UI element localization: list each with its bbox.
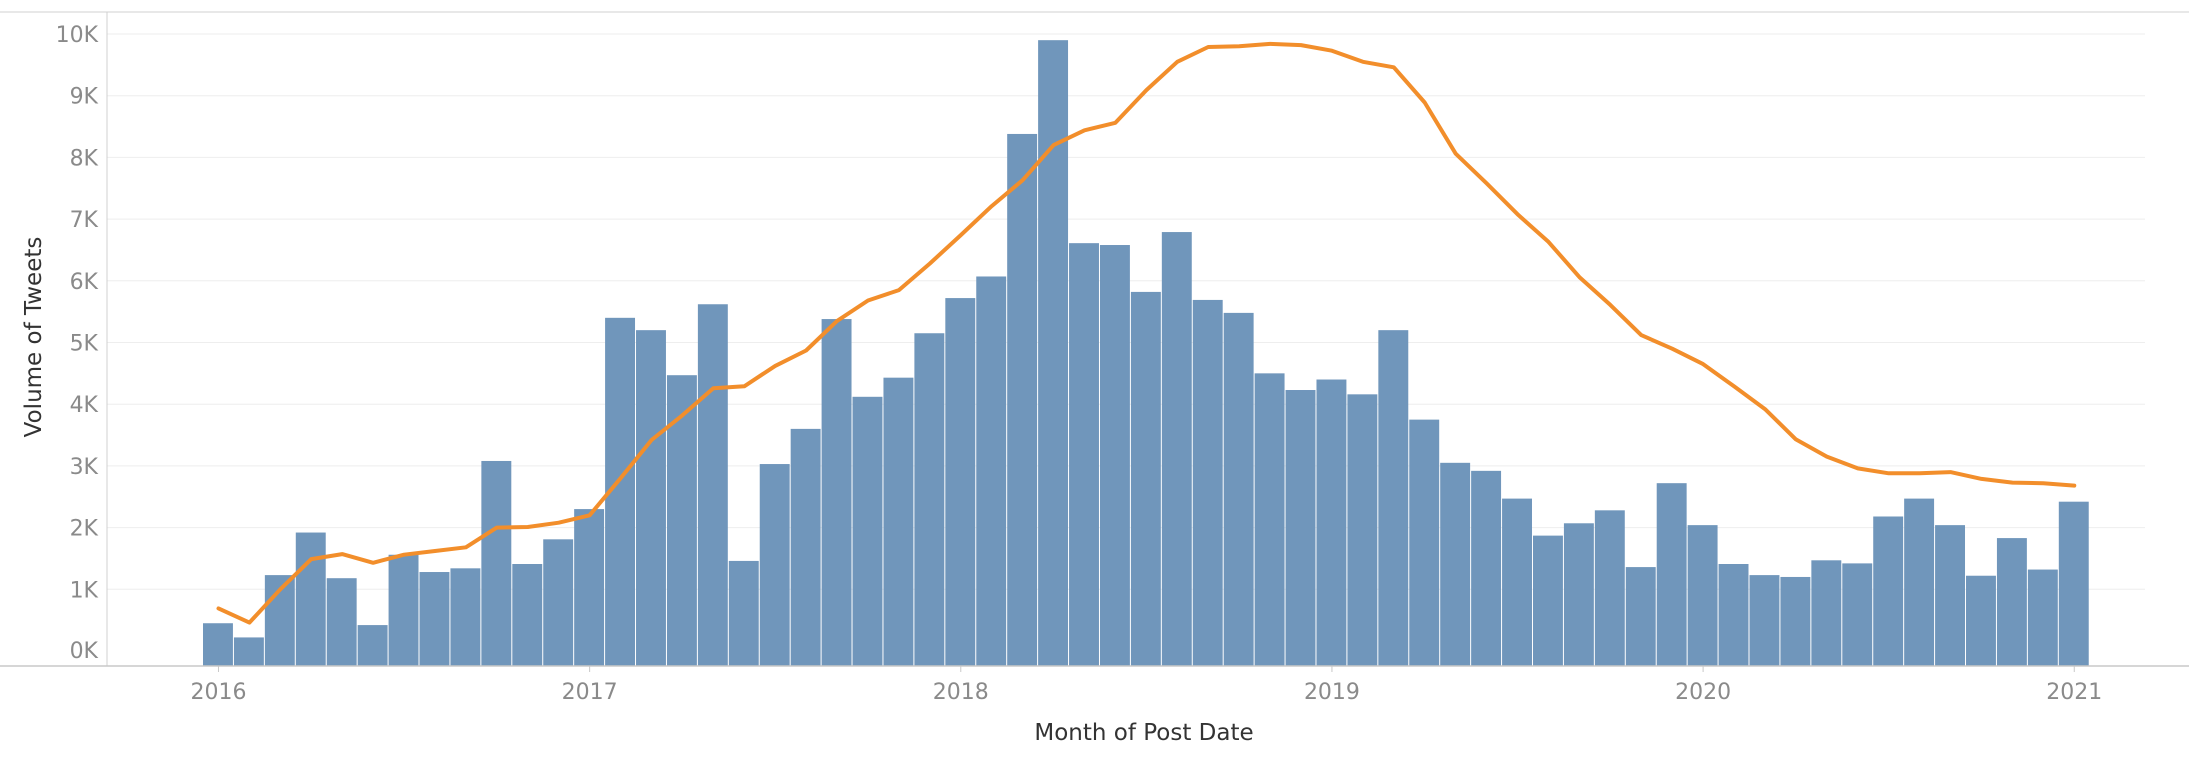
bar-2019-08 [1532, 535, 1563, 666]
bar-2019-01 [1316, 379, 1347, 666]
bar-2020-11 [1996, 538, 2027, 666]
bar-2020-06 [1842, 563, 1873, 666]
bar-2017-05 [697, 304, 728, 666]
bar-series [203, 40, 2089, 667]
x-tick-label-2017: 2017 [562, 680, 618, 705]
y-tick-label-1: 1K [70, 578, 99, 603]
trend-line [216, 41, 2077, 625]
bar-2016-04 [295, 532, 326, 666]
bar-2018-06 [1099, 245, 1130, 666]
bar-2019-04 [1409, 419, 1440, 666]
bar-2016-02 [233, 637, 264, 666]
bar-2019-06 [1471, 470, 1502, 666]
axis-frame [0, 11, 2189, 667]
bar-2020-02 [1718, 564, 1749, 666]
bar-2020-09 [1935, 525, 1966, 666]
x-axis-ticks: 2016 2017 2018 2019 2020 2021 [190, 666, 2102, 705]
bar-2018-05 [1069, 243, 1099, 666]
x-tick-label-2021: 2021 [2046, 680, 2102, 705]
y-tick-label-4: 4K [70, 393, 99, 418]
bar-2020-07 [1873, 516, 1904, 666]
bar-2018-02 [976, 276, 1007, 666]
bar-2017-01 [574, 509, 605, 666]
bar-2016-06 [357, 625, 388, 666]
bar-2017-09 [821, 319, 852, 666]
bar-2016-01 [203, 623, 233, 666]
bar-2016-08 [419, 572, 450, 666]
bar-2019-11 [1625, 567, 1656, 666]
bar-2018-10 [1223, 312, 1254, 666]
bar-2017-08 [790, 428, 821, 666]
y-axis-title: Volume of Tweets [21, 237, 47, 438]
bar-2020-08 [1904, 498, 1935, 666]
bar-2018-01 [945, 298, 976, 666]
y-tick-label-0: 0K [70, 639, 99, 664]
x-tick-label-2016: 2016 [190, 680, 246, 705]
x-tick-label-2020: 2020 [1675, 680, 1731, 705]
bar-2020-03 [1749, 575, 1780, 666]
bar-2021-01 [2058, 501, 2089, 666]
bar-2016-07 [388, 554, 419, 666]
bar-2017-10 [852, 396, 883, 666]
bar-2017-07 [759, 464, 790, 666]
bar-2018-11 [1254, 373, 1285, 666]
y-tick-label-8: 8K [70, 146, 99, 171]
bar-2019-10 [1594, 510, 1625, 666]
bar-2017-12 [914, 333, 945, 666]
y-tick-label-3: 3K [70, 455, 99, 480]
bar-2018-04 [1038, 40, 1069, 667]
bar-2016-09 [450, 568, 481, 666]
bar-2018-09 [1192, 299, 1223, 666]
bar-2018-03 [1007, 133, 1038, 667]
y-tick-label-5: 5K [70, 332, 99, 357]
bar-2020-12 [2027, 569, 2058, 666]
bar-2018-07 [1130, 291, 1161, 666]
bar-2016-12 [543, 539, 574, 666]
bar-2018-08 [1161, 232, 1192, 666]
bar-2017-06 [728, 560, 759, 666]
y-tick-label-9: 9K [70, 85, 99, 110]
bar-2016-10 [481, 460, 512, 666]
bar-2019-05 [1440, 462, 1471, 666]
bar-2017-04 [666, 375, 697, 666]
y-tick-label-10: 10K [56, 23, 99, 48]
bar-2017-03 [636, 330, 666, 666]
bar-2020-05 [1811, 560, 1842, 666]
bar-2016-05 [326, 578, 357, 666]
bar-2016-11 [512, 564, 543, 666]
bar-2019-02 [1347, 394, 1378, 666]
x-tick-label-2019: 2019 [1304, 680, 1360, 705]
x-axis-title: Month of Post Date [1034, 720, 1253, 746]
bar-2017-11 [883, 377, 914, 666]
bar-2018-12 [1285, 390, 1316, 666]
bar-2020-04 [1780, 576, 1811, 666]
y-tick-label-6: 6K [70, 270, 99, 295]
y-axis-ticks: 0K 1K 2K 3K 4K 5K 6K 7K 8K 9K 10K [56, 23, 99, 664]
bar-2019-07 [1502, 498, 1532, 666]
bar-2019-12 [1656, 483, 1687, 666]
bar-2020-10 [1966, 575, 1996, 666]
x-tick-label-2018: 2018 [933, 680, 989, 705]
y-tick-label-2: 2K [70, 517, 99, 542]
bar-2019-09 [1563, 523, 1594, 666]
bar-2020-01 [1687, 525, 1718, 666]
y-tick-label-7: 7K [70, 208, 99, 233]
bar-2019-03 [1378, 330, 1409, 666]
